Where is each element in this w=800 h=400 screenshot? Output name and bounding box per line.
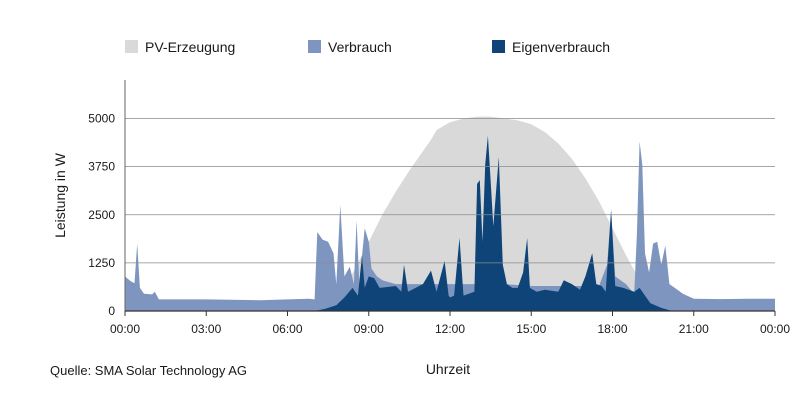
x-tick-label: 00:00 [760, 322, 790, 336]
axes [124, 80, 776, 316]
x-tick-label: 15:00 [516, 322, 546, 336]
y-tick-label: 1250 [88, 256, 115, 270]
x-tick-label: 21:00 [679, 322, 709, 336]
legend-swatch [492, 40, 505, 53]
legend-label: Verbrauch [328, 39, 392, 55]
grid-lines [125, 118, 775, 264]
y-tick-label: 2500 [88, 208, 115, 222]
chart-legend: PV-Erzeugung Verbrauch Eigenverbrauch [125, 39, 610, 55]
legend-item-pv-erzeugung: PV-Erzeugung [125, 39, 235, 55]
x-tick-label: 18:00 [597, 322, 627, 336]
x-tick-label: 00:00 [110, 322, 140, 336]
legend-item-eigenverbrauch: Eigenverbrauch [492, 39, 610, 55]
y-axis-title: Leistung in W [52, 152, 68, 238]
x-tick-label: 09:00 [354, 322, 384, 336]
legend-label: PV-Erzeugung [145, 39, 235, 55]
y-tick-label: 3750 [88, 160, 115, 174]
legend-label: Eigenverbrauch [512, 39, 610, 55]
y-tick-label: 0 [108, 304, 115, 318]
series-layer [125, 116, 775, 311]
series-area-eigenverbrauch [314, 135, 673, 311]
legend-item-verbrauch: Verbrauch [308, 39, 392, 55]
legend-swatch [308, 40, 321, 53]
x-tick-labels: 00:00 03:00 06:00 09:00 12:00 15:00 18:00 21:00… [110, 322, 790, 336]
x-tick-label: 12:00 [435, 322, 465, 336]
y-tick-labels: 0 1250 2500 3750 5000 [88, 112, 115, 319]
source-label: Quelle: SMA Solar Technology AG [50, 363, 247, 378]
x-axis-title: Uhrzeit [426, 361, 470, 377]
legend-swatch [125, 40, 138, 53]
x-tick-label: 03:00 [191, 322, 221, 336]
x-tick-label: 06:00 [272, 322, 302, 336]
y-tick-label: 5000 [88, 112, 115, 126]
